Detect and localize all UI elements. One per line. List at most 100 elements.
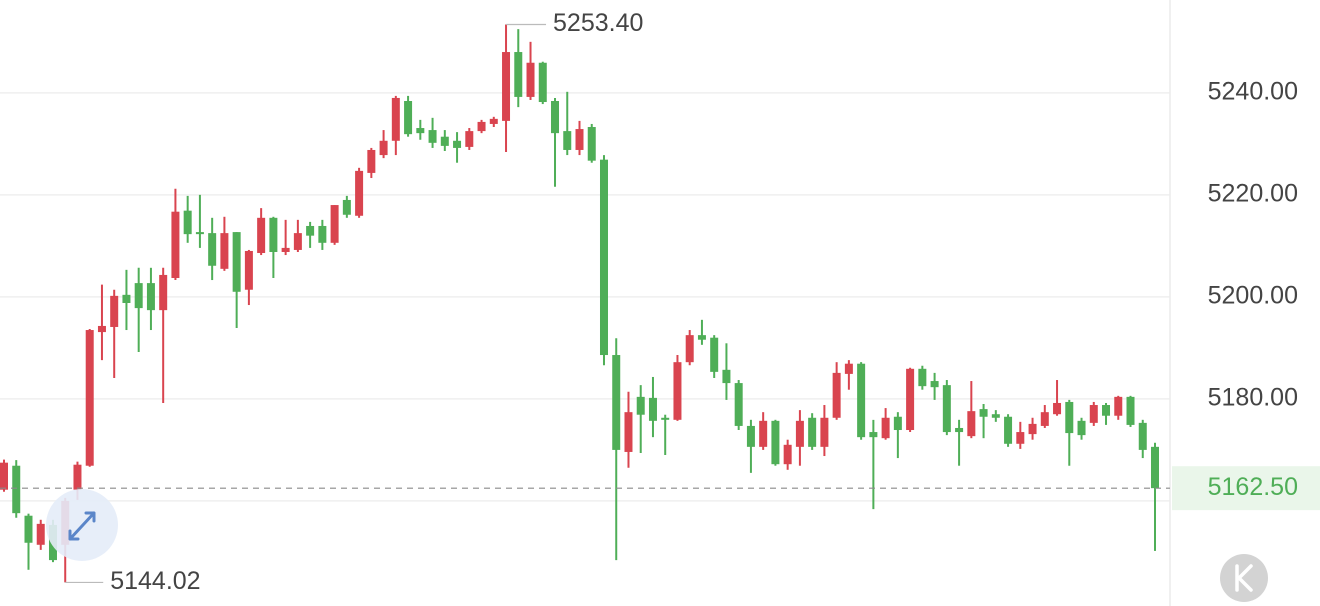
expand-icon[interactable]: [68, 511, 96, 541]
candle-body: [1126, 396, 1135, 425]
candle-body: [171, 211, 180, 279]
candle-body: [1028, 423, 1037, 435]
candle-body: [85, 330, 94, 466]
candle-body: [1065, 401, 1074, 434]
candle-body: [587, 127, 596, 161]
candle-body: [832, 372, 841, 418]
candle-body: [1114, 396, 1123, 416]
candle-body: [771, 420, 780, 465]
candle-body: [12, 465, 21, 514]
candle-body: [97, 325, 106, 333]
candle-body: [612, 355, 621, 450]
candle-body: [208, 233, 217, 266]
plot-area: [0, 24, 1159, 583]
candle-body: [734, 383, 743, 426]
candle-body: [538, 62, 547, 103]
y-tick-label: 5200.00: [1208, 281, 1298, 309]
candle-body: [379, 140, 388, 156]
candle-body: [795, 420, 804, 447]
expand-button[interactable]: [46, 489, 118, 561]
candle-body: [575, 129, 584, 150]
candle-body: [159, 274, 168, 311]
candle-body: [636, 396, 645, 415]
y-tick-label: 5220.00: [1208, 179, 1298, 207]
candle-body: [893, 416, 902, 431]
candle-body: [820, 417, 829, 447]
candle-body: [930, 381, 939, 388]
candle-body: [783, 444, 792, 465]
candle-body: [1053, 402, 1062, 415]
max-label: 5253.40: [553, 9, 643, 37]
candle-body: [661, 417, 670, 420]
candle-body: [355, 170, 364, 216]
candle-body: [599, 159, 608, 356]
overlay: 5162.50 5253.40 5144.02: [0, 9, 1320, 595]
last-price-label: 5162.50: [1208, 473, 1298, 501]
candle-body: [220, 233, 229, 269]
k-button[interactable]: [1220, 554, 1268, 602]
candle-body: [36, 523, 45, 545]
candle-body: [318, 225, 327, 243]
candle-body: [428, 130, 437, 143]
candle-body: [232, 232, 241, 292]
candle-body: [244, 250, 253, 290]
k-icon[interactable]: [1235, 564, 1253, 592]
candle-body: [881, 417, 890, 439]
candle-body: [1004, 416, 1013, 444]
candle-body: [404, 101, 413, 135]
candle-body: [685, 335, 694, 363]
candle-body: [1016, 432, 1025, 444]
candle-body: [306, 225, 315, 236]
candle-body: [24, 515, 33, 543]
candle-body: [918, 368, 927, 387]
candle-body: [746, 425, 755, 447]
candle-body: [489, 118, 498, 124]
candle-body: [183, 210, 192, 235]
candle-body: [465, 131, 474, 147]
candle-body: [624, 412, 633, 452]
candle-body: [257, 217, 266, 254]
candle-body: [440, 136, 449, 146]
candle-body: [648, 397, 657, 421]
candle-body: [269, 217, 278, 252]
candle-body: [73, 464, 82, 490]
candle-body: [697, 335, 706, 340]
candle-body: [673, 362, 682, 420]
candle-body: [551, 101, 560, 134]
candle-body: [1138, 422, 1147, 450]
candle-body: [1089, 405, 1098, 423]
candle-body: [526, 62, 535, 97]
candle-body: [122, 294, 131, 303]
candle-body: [991, 414, 1000, 418]
candle-body: [146, 283, 155, 311]
k-button-bg[interactable]: [1220, 554, 1268, 602]
candle-body: [391, 97, 400, 141]
candle-body: [967, 411, 976, 437]
last-price-tag: [1172, 466, 1320, 511]
candle-body: [808, 417, 817, 447]
candle-body: [844, 363, 853, 374]
candle-body: [134, 283, 143, 309]
min-label: 5144.02: [110, 567, 200, 595]
candle-body: [722, 369, 731, 384]
candle-body: [857, 363, 866, 438]
candle-body: [330, 205, 339, 243]
candle-body: [293, 233, 302, 250]
y-tick-label: 5180.00: [1208, 384, 1298, 412]
candle-body: [942, 385, 951, 433]
candle-body: [416, 128, 425, 134]
candle-body: [869, 432, 878, 438]
candle-body: [906, 368, 915, 431]
candle-body: [1102, 405, 1111, 416]
candle-body: [759, 420, 768, 447]
candle-body: [1151, 446, 1159, 489]
candle-body: [195, 232, 204, 235]
candle-body: [1077, 420, 1086, 436]
candle-body: [563, 131, 572, 150]
candle-body: [110, 295, 119, 327]
candle-body: [979, 409, 988, 417]
candle-body: [502, 52, 511, 121]
